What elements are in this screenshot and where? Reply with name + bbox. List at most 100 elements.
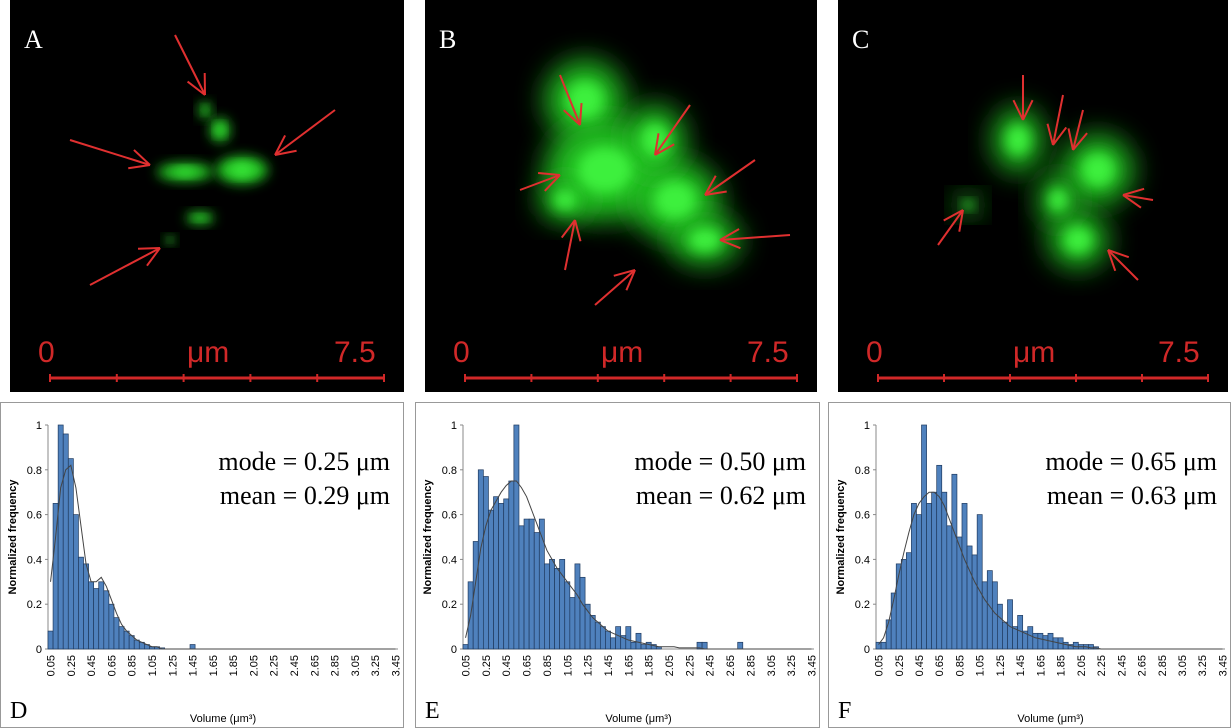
- arrow-head: [146, 247, 161, 267]
- x-tick-label: 0.65: [522, 655, 534, 676]
- bar: [986, 570, 993, 650]
- bar: [1072, 641, 1079, 650]
- arrow-head: [538, 171, 561, 176]
- fluorescence-core: [654, 182, 696, 218]
- annotation: mean = 0.63 μm: [1047, 481, 1217, 510]
- annotation: mode = 0.25 μm: [218, 447, 390, 476]
- micrograph: C 0 μm 7.5: [838, 0, 1228, 392]
- arrow-head: [704, 190, 727, 196]
- arrow-head: [958, 209, 964, 232]
- bar: [544, 563, 550, 650]
- x-tick-label: 3.25: [1197, 655, 1209, 676]
- y-tick-label: 0.2: [442, 599, 457, 611]
- bar: [73, 514, 79, 650]
- x-tick-label: 0.45: [501, 655, 513, 676]
- x-tick-label: 0.25: [481, 655, 493, 676]
- x-tick-label: 3.45: [806, 655, 818, 676]
- bar: [875, 641, 882, 650]
- x-tick-label: 1.45: [1015, 655, 1027, 676]
- scale-label: 0: [866, 336, 883, 369]
- y-tick-label: 0: [36, 644, 42, 656]
- bar: [1007, 599, 1013, 650]
- bar: [594, 621, 601, 650]
- panel-label: B: [439, 25, 456, 54]
- x-tick-label: 2.65: [309, 655, 321, 676]
- bar: [615, 626, 622, 650]
- x-tick-label: 0.85: [954, 655, 966, 676]
- y-tick-label: 0: [451, 644, 457, 656]
- arrow-head: [1022, 99, 1034, 121]
- arrow: [1072, 109, 1084, 151]
- arrow-head: [654, 133, 660, 156]
- x-tick-label: 0.05: [46, 655, 58, 676]
- x-tick-label: 2.85: [745, 655, 757, 676]
- bar: [605, 630, 611, 650]
- bar: [946, 525, 953, 650]
- arrow-head: [1122, 187, 1145, 196]
- annotation: mode = 0.50 μm: [634, 447, 806, 476]
- x-tick-label: 2.25: [269, 655, 281, 676]
- arrow-head: [719, 239, 741, 250]
- fluorescence-core: [1064, 227, 1092, 253]
- arrow-head: [1052, 126, 1068, 146]
- y-tick-label: 0.8: [442, 465, 457, 477]
- arrow-head: [704, 175, 717, 196]
- x-tick-label: 2.25: [1096, 655, 1108, 676]
- x-tick-label: 2.85: [330, 655, 342, 676]
- bar: [625, 626, 632, 650]
- scale-label: 7.5: [334, 336, 376, 369]
- bar: [1052, 637, 1059, 650]
- panel-label: A: [24, 25, 43, 54]
- fluorescence-core: [1082, 154, 1114, 186]
- x-tick-label: 2.05: [248, 655, 260, 676]
- bar: [62, 433, 69, 650]
- bar: [47, 630, 54, 650]
- panel-label: C: [852, 25, 869, 54]
- x-tick-label: 1.25: [167, 655, 179, 676]
- bar: [93, 588, 100, 650]
- x-tick-label: 3.05: [1177, 655, 1189, 676]
- arrow: [704, 159, 756, 196]
- x-tick-label: 3.45: [1217, 655, 1229, 676]
- fluorescence-core: [215, 124, 225, 136]
- bar: [916, 514, 922, 650]
- arrow-head: [186, 80, 206, 96]
- image-background: [10, 0, 404, 392]
- y-axis-label: Normalized frequency: [835, 479, 847, 595]
- x-tick-label: 0.65: [106, 655, 118, 676]
- bar: [951, 473, 958, 650]
- bar: [113, 617, 120, 650]
- fluorescence-core: [167, 238, 173, 242]
- bar: [482, 476, 489, 650]
- fluorescence-core: [689, 228, 721, 252]
- x-tick-label: 1.65: [1035, 655, 1047, 676]
- bar: [635, 632, 642, 650]
- arrow: [89, 247, 161, 286]
- fluorescence-core: [578, 147, 632, 193]
- x-tick-label: 3.05: [766, 655, 778, 676]
- arrow-head: [137, 247, 161, 250]
- arrow: [519, 174, 561, 191]
- arrow-head: [274, 149, 297, 156]
- bar: [518, 525, 525, 650]
- bar: [503, 498, 510, 650]
- bar: [98, 581, 105, 650]
- fluorescence-core: [641, 124, 669, 156]
- y-tick-label: 0.8: [855, 465, 870, 477]
- x-tick-label: 2.65: [1137, 655, 1149, 676]
- fit-line: [465, 480, 812, 650]
- bar: [640, 644, 647, 650]
- y-tick-label: 0.2: [855, 599, 870, 611]
- x-tick-label: 1.65: [623, 655, 635, 676]
- x-tick-label: 2.45: [1116, 655, 1128, 676]
- arrow-head: [625, 269, 636, 291]
- bar: [513, 424, 520, 650]
- bar: [911, 503, 917, 650]
- micrograph: B 0 μm 7.5: [425, 0, 817, 392]
- arrow: [69, 139, 151, 166]
- bar: [976, 514, 983, 650]
- bar: [900, 559, 907, 650]
- panel-label: E: [425, 698, 440, 724]
- bar: [941, 491, 948, 650]
